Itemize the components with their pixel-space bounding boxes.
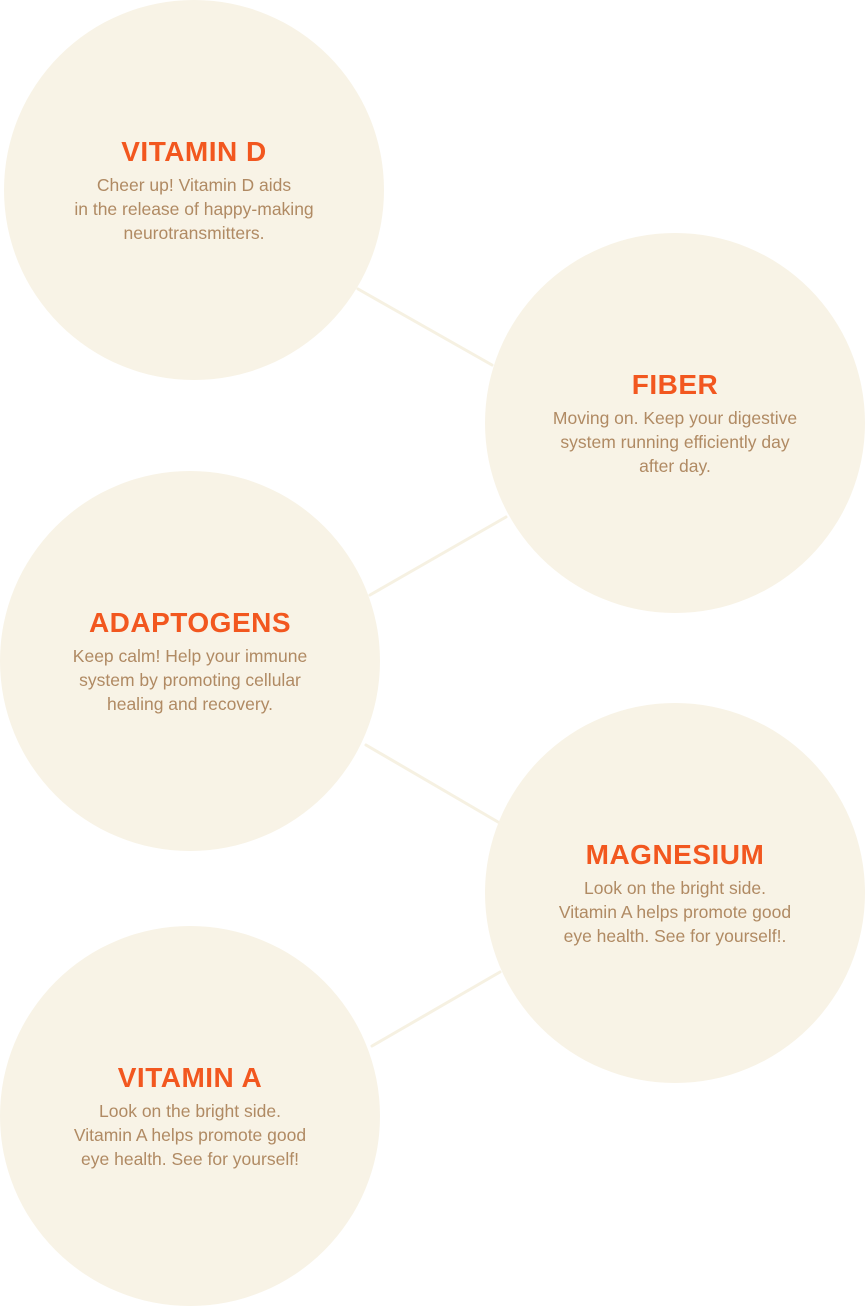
connector-adaptogens-magnesium (364, 743, 500, 824)
connector-vitamin-d-fiber (356, 287, 494, 367)
connector-magnesium-vitamin-a (370, 970, 502, 1048)
nutrient-description: Cheer up! Vitamin D aids in the release … (74, 175, 314, 243)
nutrient-title: VITAMIN A (117, 1062, 263, 1093)
nutrient-title: ADAPTOGENS (88, 607, 292, 638)
nutrient-description: Moving on. Keep your digestive system ru… (552, 408, 798, 476)
nutrient-card-adaptogens: ADAPTOGENS Keep calm! Help your immune s… (0, 471, 380, 851)
nutrient-title: MAGNESIUM (585, 839, 765, 870)
connector-fiber-adaptogens (368, 515, 508, 597)
nutrient-title: FIBER (631, 369, 719, 400)
nutrient-description: Keep calm! Help your immune system by pr… (72, 646, 308, 714)
nutrient-card-vitamin-d: VITAMIN D Cheer up! Vitamin D aids in th… (4, 0, 384, 380)
nutrient-title: VITAMIN D (121, 136, 267, 167)
nutrient-card-magnesium: MAGNESIUM Look on the bright side. Vitam… (485, 703, 865, 1083)
nutrient-card-vitamin-a: VITAMIN A Look on the bright side. Vitam… (0, 926, 380, 1306)
nutrient-description: Look on the bright side. Vitamin A helps… (558, 878, 792, 946)
nutrient-card-fiber: FIBER Moving on. Keep your digestive sys… (485, 233, 865, 613)
nutrient-description: Look on the bright side. Vitamin A helps… (73, 1101, 307, 1169)
